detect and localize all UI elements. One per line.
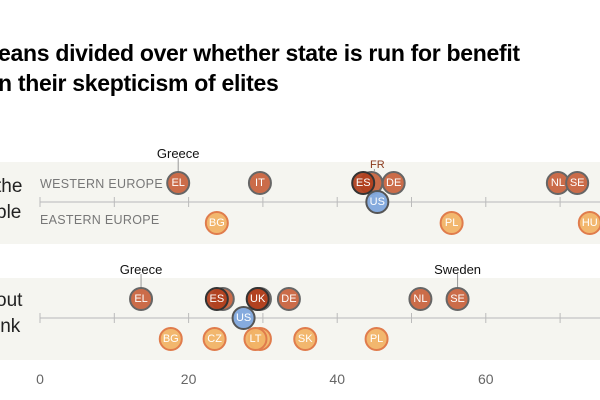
region-label-eastern: EASTERN EUROPE	[40, 213, 160, 227]
point-label: PL	[445, 217, 458, 229]
data-point-eastern	[293, 327, 318, 351]
point-label: FR	[370, 159, 385, 171]
point-label: EL	[171, 177, 184, 189]
row-label: ple	[0, 202, 21, 223]
callout-label: Greece	[120, 262, 163, 277]
point-label: ES	[209, 293, 224, 305]
callout-label: Sweden	[434, 262, 481, 277]
data-point-western	[166, 171, 191, 195]
data-point-western	[351, 171, 376, 195]
data-point-western	[247, 171, 272, 195]
point-label: EL	[134, 293, 147, 305]
panel-background	[0, 162, 600, 244]
data-point-western	[276, 287, 301, 311]
point-label: SE	[570, 177, 585, 189]
callout-label: Greece	[157, 146, 200, 161]
point-label: SE	[450, 293, 465, 305]
point-label: NL	[413, 293, 427, 305]
point-label: DE	[386, 177, 401, 189]
point-label: CZ	[207, 333, 222, 345]
point-label: US	[236, 312, 251, 324]
data-point-eastern	[577, 211, 600, 235]
data-point-western	[445, 287, 470, 311]
row-label: out	[0, 290, 23, 311]
x-tick-label: 20	[181, 371, 197, 387]
point-label: BG	[163, 333, 179, 345]
point-label: US	[370, 196, 385, 208]
x-tick-label: 40	[329, 371, 345, 387]
point-label: DE	[281, 293, 296, 305]
point-label: HU	[582, 217, 598, 229]
data-point-eastern	[202, 327, 227, 351]
data-point-us	[365, 190, 390, 214]
data-point-eastern	[439, 211, 464, 235]
data-point-eastern	[243, 327, 268, 351]
data-point-western	[565, 171, 590, 195]
data-point-us	[231, 306, 256, 330]
data-point-eastern	[158, 327, 183, 351]
data-point-western	[245, 287, 270, 311]
chart-title: eans divided over whether state is run f…	[0, 38, 520, 98]
data-point-eastern	[204, 211, 229, 235]
point-label: LT	[249, 333, 261, 345]
data-point-western	[408, 287, 433, 311]
data-point-western	[381, 171, 406, 195]
row-label: ink	[0, 316, 21, 337]
point-label: NL	[551, 177, 565, 189]
title-line-2: n their skepticism of elites	[0, 70, 279, 96]
point-label: SK	[298, 333, 313, 345]
point-label: IT	[255, 177, 265, 189]
data-point-western	[204, 287, 229, 311]
x-tick-label: 60	[478, 371, 494, 387]
data-point-western	[129, 287, 154, 311]
row-label: the	[0, 176, 22, 197]
x-tick-label: 0	[36, 371, 44, 387]
point-label: PL	[370, 333, 383, 345]
point-label: ES	[356, 177, 371, 189]
point-label: BG	[209, 217, 225, 229]
title-line-1: eans divided over whether state is run f…	[0, 40, 520, 66]
region-label-western: WESTERN EUROPE	[40, 177, 163, 191]
point-label: UK	[250, 293, 266, 305]
data-point-eastern	[364, 327, 389, 351]
